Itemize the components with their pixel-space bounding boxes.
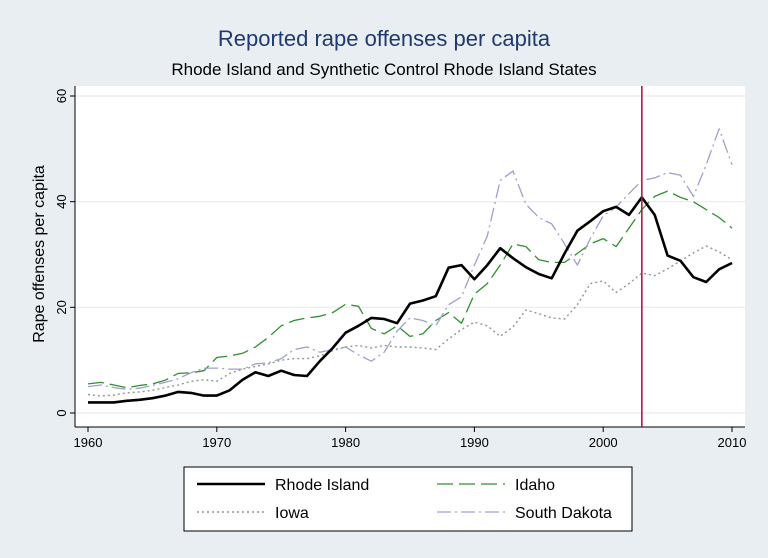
series-line-south-dakota [87, 128, 733, 390]
x-tick-label: 1990 [460, 435, 489, 450]
legend-item-label: Iowa [275, 505, 309, 522]
y-tick-label: 60 [54, 89, 69, 103]
legend: Rhode Island Idaho Iowa South Dakota [183, 466, 633, 532]
series-line-idaho [87, 190, 733, 389]
axes: 0 20 40 60 1960 1970 1980 1990 2000 2010 [54, 86, 746, 450]
gridlines [75, 95, 745, 414]
legend-box [183, 466, 633, 532]
legend-item-label: Idaho [515, 477, 555, 494]
x-tick-label: 1980 [331, 435, 360, 450]
y-tick-label: 20 [54, 300, 69, 314]
chart-subtitle: Rhode Island and Synthetic Control Rhode… [171, 60, 596, 79]
x-tick-label: 1960 [74, 435, 103, 450]
y-axis-label: Rape offenses per capita [31, 165, 48, 343]
y-tick-label: 0 [54, 409, 69, 416]
plot-area [75, 86, 745, 427]
legend-item-label: Rhode Island [275, 477, 369, 494]
x-tick-label: 1970 [202, 435, 231, 450]
x-tick-label: 2000 [589, 435, 618, 450]
legend-item-label: South Dakota [515, 505, 612, 522]
chart-title: Reported rape offenses per capita [218, 26, 551, 51]
x-tick-label: 2010 [718, 435, 747, 450]
y-tick-label: 40 [54, 194, 69, 208]
series-line-iowa [87, 245, 733, 397]
series-line-rhode-island [88, 196, 733, 404]
series-group [87, 128, 733, 404]
